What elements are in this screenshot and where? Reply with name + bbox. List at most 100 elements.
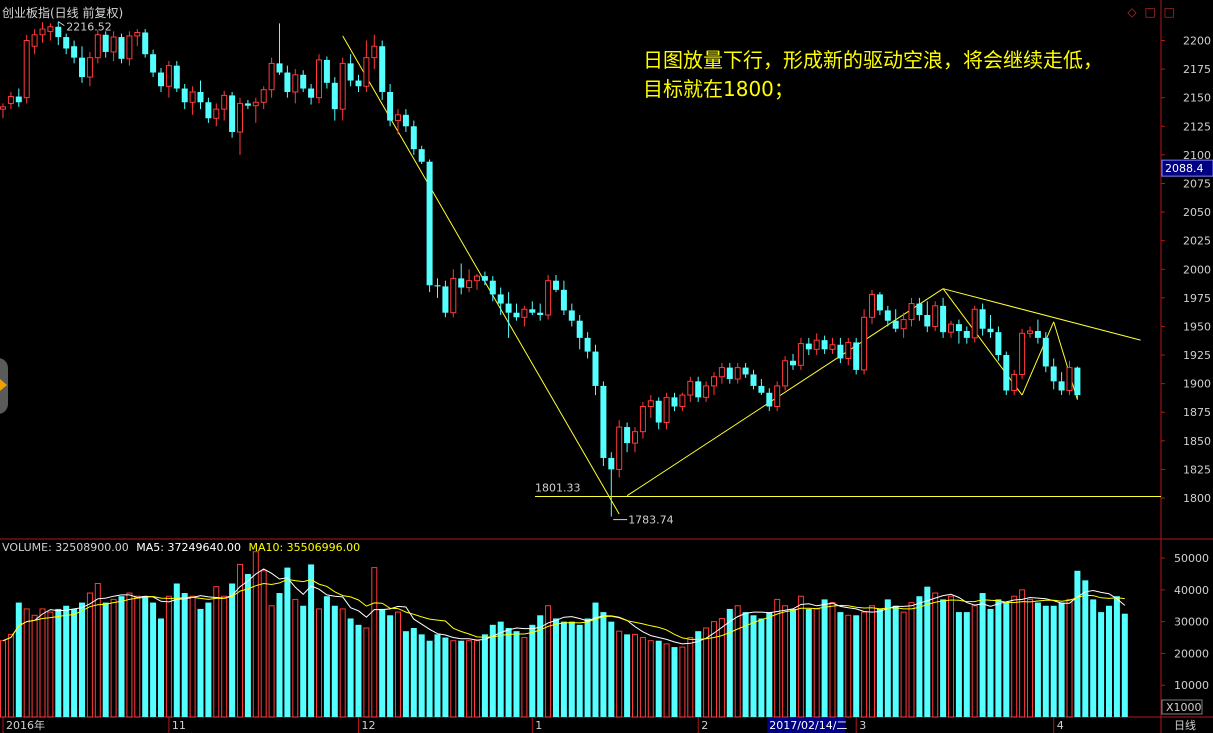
candle xyxy=(395,109,401,135)
volume-tick-label: 20000 xyxy=(1174,647,1209,660)
candle-body-up xyxy=(474,275,480,282)
candle xyxy=(418,145,425,165)
current-price-label: 2088.4 xyxy=(1165,162,1204,175)
candle xyxy=(1034,319,1041,344)
candle xyxy=(379,40,386,100)
volume-bar-up xyxy=(189,595,196,718)
candle xyxy=(55,21,62,46)
candle xyxy=(276,23,283,75)
volume-bar-down xyxy=(489,624,496,717)
candle xyxy=(292,69,299,104)
price-tick-label: 2125 xyxy=(1183,120,1211,133)
volume-bar-down xyxy=(150,602,157,717)
volume-bar-up xyxy=(734,605,741,718)
candle-body-up xyxy=(734,367,741,380)
volume-bar-down xyxy=(995,599,1002,717)
trendline xyxy=(626,288,944,497)
volume-bar-down xyxy=(805,608,812,717)
restore-icon[interactable]: □ xyxy=(1144,5,1156,19)
candle xyxy=(521,305,528,327)
candle xyxy=(268,57,275,98)
candle-body-up xyxy=(31,34,38,47)
volume-bar-down xyxy=(568,621,575,717)
volume-bar-up xyxy=(165,595,172,718)
time-tick-label: 3 xyxy=(859,719,866,732)
candle-body-down xyxy=(940,305,947,333)
volume-bar-up xyxy=(900,611,907,718)
volume-bar-up xyxy=(679,646,686,718)
volume-ma5-line xyxy=(2,568,1126,645)
volume-bar-down xyxy=(513,631,520,717)
candle-body-up xyxy=(718,367,725,378)
volume-ma-lines xyxy=(2,568,1126,645)
candle xyxy=(15,88,22,107)
volume-bars[interactable] xyxy=(0,551,1128,718)
candle-body-down xyxy=(537,312,544,315)
candle xyxy=(679,392,686,412)
candle xyxy=(869,289,875,325)
volume-bar-down xyxy=(181,593,188,717)
volume-bar-down xyxy=(584,618,591,717)
volume-bar-down xyxy=(790,608,796,717)
volume-tick-label: 30000 xyxy=(1174,616,1209,629)
window-controls[interactable]: ◇ □ □ xyxy=(1123,5,1175,19)
time-tick-label: 11 xyxy=(172,719,186,732)
candle xyxy=(608,452,615,517)
candle xyxy=(79,46,85,83)
candlestick-series[interactable] xyxy=(0,21,1081,517)
volume-bar-down xyxy=(1098,612,1105,717)
candle-body-up xyxy=(932,305,939,327)
maximize-icon[interactable]: □ xyxy=(1163,5,1175,19)
candle-body-down xyxy=(529,309,536,313)
candle-body-down xyxy=(1050,366,1057,382)
candle xyxy=(932,301,939,332)
volume-bar-down xyxy=(63,605,70,717)
candle xyxy=(900,312,907,338)
candle-body-up xyxy=(545,280,552,316)
candle xyxy=(229,91,236,138)
candle xyxy=(126,31,133,66)
arrow-right-icon xyxy=(0,379,7,391)
candle-body-up xyxy=(711,376,717,387)
price-tick-label: 2075 xyxy=(1183,177,1211,190)
candle-body-down xyxy=(79,57,85,78)
volume-bar-up xyxy=(110,598,117,718)
candle-body-up xyxy=(466,280,473,289)
annotation-line-1: 日图放量下行，形成新的驱动空浪，将会继续走低， xyxy=(643,48,1103,72)
volume-bar-down xyxy=(1050,605,1057,717)
candle xyxy=(876,292,883,315)
price-annotation-label: 1801.33 xyxy=(535,481,581,494)
volume-bar-down xyxy=(600,612,607,717)
volume-bar-up xyxy=(221,595,228,718)
candle-body-down xyxy=(624,427,631,444)
volume-bar-down xyxy=(821,599,828,717)
volume-bar-down xyxy=(726,608,733,717)
volume-bar-down xyxy=(300,605,307,717)
candle xyxy=(782,356,789,391)
candle xyxy=(963,326,970,344)
volume-ma10-line xyxy=(2,578,1125,642)
diamond-icon[interactable]: ◇ xyxy=(1127,5,1137,19)
candle xyxy=(695,376,702,402)
candle xyxy=(734,363,741,384)
volume-bar-up xyxy=(948,595,954,718)
candle-body-up xyxy=(900,319,907,330)
candle-body-up xyxy=(47,26,54,32)
candle xyxy=(39,22,46,43)
volume-bar-down xyxy=(229,583,236,717)
volume-bar-up xyxy=(260,570,267,718)
volume-bar-up xyxy=(869,605,875,718)
volume-bar-up xyxy=(861,611,868,718)
candle xyxy=(908,297,915,327)
candle-body-down xyxy=(513,312,520,318)
candle xyxy=(639,401,646,439)
price-axis: 1800 1825 1850 1875 1900 1925 1950 1975 2000 2025… xyxy=(1161,35,1213,505)
candle xyxy=(1019,328,1026,380)
volume-bar-up xyxy=(813,608,820,718)
candle xyxy=(260,86,267,110)
candle-body-down xyxy=(355,80,362,87)
volume-bar-up xyxy=(711,621,717,718)
volume-bar-up xyxy=(0,640,6,718)
side-panel-toggle[interactable] xyxy=(0,358,8,414)
volume-bar-up xyxy=(466,640,473,718)
